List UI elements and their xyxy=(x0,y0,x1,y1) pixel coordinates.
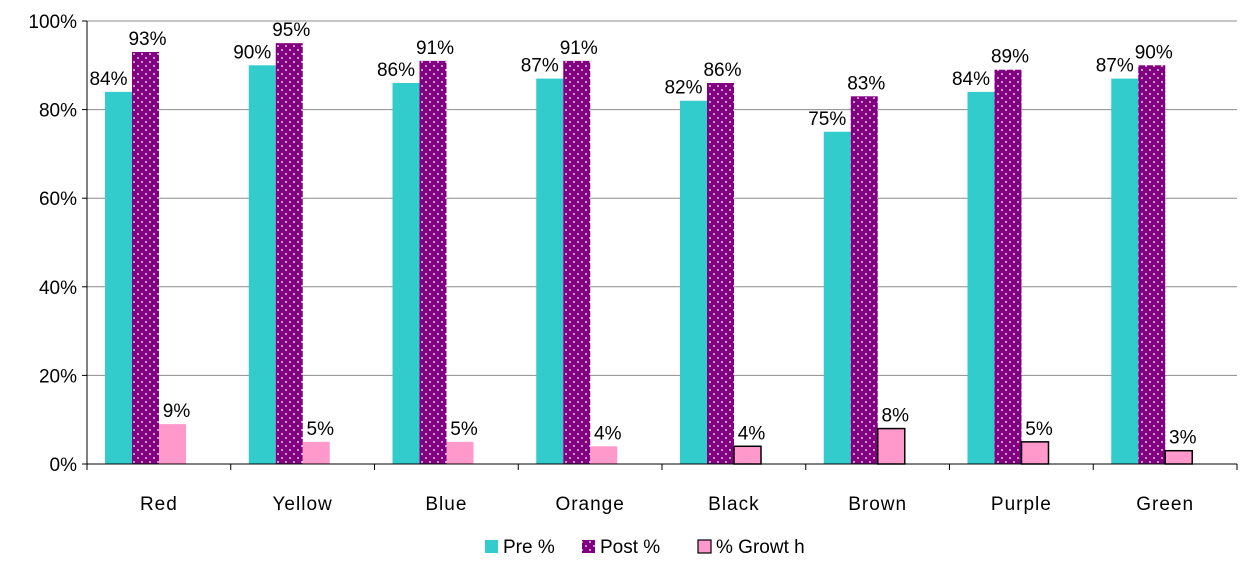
y-tick-label: 40% xyxy=(39,278,77,299)
data-label: 4% xyxy=(594,423,622,444)
y-axis-tick-labels: 0% 20% 40% 60% 80% 100% xyxy=(28,12,77,476)
y-tick-label: 20% xyxy=(39,366,77,387)
legend-label: Pre % xyxy=(503,537,555,558)
x-tick-label: Purple xyxy=(991,494,1052,515)
bar-pre-brown xyxy=(823,131,851,464)
bar-post-orange xyxy=(563,60,591,465)
legend-swatch-pre xyxy=(485,540,498,553)
data-label: 93% xyxy=(128,29,166,50)
bar-growth-red xyxy=(159,424,186,464)
bar-growth-black xyxy=(733,445,762,465)
bar-pre-purple xyxy=(967,91,995,464)
bar-pre-blue xyxy=(392,83,420,465)
data-label: 3% xyxy=(1169,428,1197,449)
y-tick-label: 80% xyxy=(39,101,77,122)
data-label: 83% xyxy=(847,73,885,94)
bar-pre-red xyxy=(105,91,132,464)
bars xyxy=(105,43,1193,465)
bar-pre-green xyxy=(1111,78,1139,464)
data-label: 87% xyxy=(1096,56,1134,77)
x-tick-label: Green xyxy=(1136,494,1194,515)
x-tick-label: Blue xyxy=(425,494,467,515)
bar-pre-orange xyxy=(536,78,564,464)
y-tick-label: 100% xyxy=(28,12,77,33)
data-label: 86% xyxy=(377,60,415,81)
data-label: 89% xyxy=(991,47,1029,68)
bar-pre-yellow xyxy=(248,65,276,465)
data-label: 9% xyxy=(163,401,191,422)
data-label: 5% xyxy=(450,419,478,440)
bar-post-black xyxy=(707,83,734,465)
legend-item: Post % xyxy=(582,537,660,558)
data-label: 5% xyxy=(307,419,335,440)
x-tick-label: Black xyxy=(708,494,759,515)
x-tick-label: Brown xyxy=(848,494,907,515)
data-label: 91% xyxy=(416,38,454,59)
bar-post-brown xyxy=(850,96,878,464)
x-tick-label: Orange xyxy=(555,494,624,515)
legend-label: % Growt h xyxy=(716,537,805,558)
data-label: 87% xyxy=(521,56,559,77)
bar-post-purple xyxy=(994,69,1022,464)
data-label: 4% xyxy=(738,423,766,444)
data-label: 84% xyxy=(952,69,990,90)
x-tick-label: Yellow xyxy=(273,494,333,515)
x-tick-label: Red xyxy=(140,494,178,515)
bar-post-yellow xyxy=(275,43,303,465)
legend-item: % Growt h xyxy=(697,537,805,558)
data-label: 86% xyxy=(703,60,741,81)
bar-post-green xyxy=(1138,65,1166,465)
data-label: 95% xyxy=(272,20,310,41)
legend-label: Post % xyxy=(600,537,660,558)
bar-pre-black xyxy=(680,100,707,465)
y-tick-label: 0% xyxy=(50,455,78,476)
legend-swatch-post xyxy=(582,540,595,553)
axes xyxy=(82,20,1238,470)
data-label: 5% xyxy=(1025,419,1053,440)
bar-growth-yellow xyxy=(302,441,330,464)
data-label: 84% xyxy=(89,69,127,90)
bar-post-red xyxy=(132,52,159,464)
data-label: 75% xyxy=(808,109,846,130)
bar-growth-blue xyxy=(446,441,474,464)
legend-swatch-growth xyxy=(697,539,712,554)
x-axis-category-labels: Red Yellow Blue Orange Black Brown Purple Green xyxy=(140,494,1194,515)
legend: Pre % Post % % Growt h xyxy=(485,537,805,558)
legend-item: Pre % xyxy=(485,537,555,558)
data-label: 8% xyxy=(882,406,910,427)
bar-growth-brown xyxy=(877,427,906,465)
bar-post-blue xyxy=(419,60,447,465)
bar-growth-purple xyxy=(1020,441,1050,465)
data-label: 90% xyxy=(233,42,271,63)
data-label: 82% xyxy=(664,78,702,99)
data-label: 90% xyxy=(1135,42,1173,63)
bar-growth-green xyxy=(1164,449,1193,465)
y-tick-label: 60% xyxy=(39,189,77,210)
data-labels: 84%93%9%90%95%5%86%91%5%87%91%4%82%86%4%… xyxy=(89,20,1196,449)
bar-growth-orange xyxy=(590,446,618,464)
data-label: 91% xyxy=(560,38,598,59)
